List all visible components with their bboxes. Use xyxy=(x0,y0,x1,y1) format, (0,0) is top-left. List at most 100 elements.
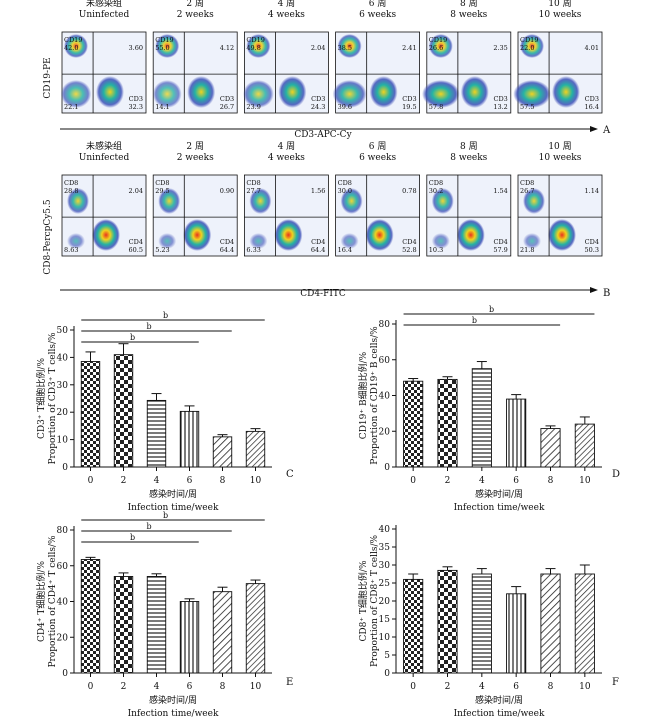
population-cd8 xyxy=(340,188,363,214)
bar-week-8 xyxy=(540,573,561,674)
y-tick-label: 80 xyxy=(57,526,69,536)
bar-week-0 xyxy=(403,380,424,468)
y-tick-label: 5 xyxy=(384,651,390,661)
x-tick-label: 0 xyxy=(410,682,416,692)
population-cd19 xyxy=(155,34,180,58)
significance-label: b xyxy=(147,522,152,531)
panel-b-xlabel: CD4-FITC xyxy=(300,289,346,299)
quadrant-lr-value: 26.7 xyxy=(220,103,234,111)
quadrant-ul-label: CD19 xyxy=(155,36,173,44)
population-double-negative xyxy=(513,80,551,108)
quadrant-ur-value: 2.04 xyxy=(129,187,143,195)
flow-header-cn: 2 周 xyxy=(186,0,204,9)
bar-week-2 xyxy=(113,354,134,468)
flow-header-cn: 6 周 xyxy=(369,0,387,9)
population-cd4 xyxy=(365,219,394,251)
y-tick-label: 0 xyxy=(62,669,68,679)
population-cd8 xyxy=(431,188,454,214)
quadrant-lr-label: CD3 xyxy=(402,95,416,103)
y-tick-label: 0 xyxy=(384,463,390,473)
y-axis-title-cn: CD19⁺ B细胞比例/% xyxy=(357,351,369,439)
bar-week-0 xyxy=(80,559,101,674)
x-tick-label: 6 xyxy=(513,682,519,692)
population-double-negative xyxy=(60,80,92,108)
y-tick-label: 40 xyxy=(379,392,391,402)
quadrant-lr-value: 64.4 xyxy=(311,246,325,254)
population-cd19 xyxy=(246,34,271,58)
flow-header-en: Uninfected xyxy=(79,153,130,163)
bar-week-10 xyxy=(245,430,266,468)
quadrant-ul-label: CD8 xyxy=(429,179,443,187)
quadrant-ur-value: 4.01 xyxy=(585,44,599,52)
quadrant-lr-value: 50.3 xyxy=(585,246,599,254)
panel-e-label: E xyxy=(286,677,293,688)
x-tick-label: 2 xyxy=(121,682,127,692)
flow-header-en: 6 weeks xyxy=(359,153,396,163)
quadrant-ll-value: 57.8 xyxy=(429,103,443,111)
quadrant-ul-label: CD19 xyxy=(64,36,82,44)
population-cd8 xyxy=(523,188,545,214)
quadrant-lr-value: 60.5 xyxy=(129,246,143,254)
panel-d-bar-chart: 0 20 40 60 80 0 2 4 6 8 10 b b CD19⁺ B细胞比例/% Proportio… xyxy=(357,305,602,513)
flow-header-cn: 10 周 xyxy=(548,141,571,152)
y-tick-label: 30 xyxy=(57,381,69,391)
flow-header-en: 10 weeks xyxy=(539,153,582,163)
quadrant-lr-label: CD4 xyxy=(220,238,234,246)
panel-b-label: B xyxy=(603,288,610,299)
quadrant-ul-value: 27.7 xyxy=(246,187,260,195)
y-tick-label: 40 xyxy=(57,598,69,608)
panel-a-xlabel: CD3-APC-Cy xyxy=(294,130,352,140)
population-cd19 xyxy=(428,34,453,58)
flow-header-en: 2 weeks xyxy=(177,153,214,163)
x-tick-label: 10 xyxy=(250,476,262,486)
quadrant-ul-value: 26.7 xyxy=(520,187,534,195)
y-axis-title-cn: CD3⁺ T细胞比例/% xyxy=(35,358,47,439)
quadrant-ll-value: 57.5 xyxy=(520,103,534,111)
quadrant-ul-label: CD8 xyxy=(246,179,260,187)
quadrant-ul-value: 28.8 xyxy=(64,187,78,195)
quadrant-ll-value: 21.8 xyxy=(520,246,534,254)
quadrant-ur-value: 1.14 xyxy=(585,187,599,195)
population-cd3 xyxy=(369,76,398,108)
significance-label: b xyxy=(147,322,152,331)
quadrant-lr-label: CD4 xyxy=(493,238,507,246)
bar-week-10 xyxy=(245,583,266,674)
panel-a-ylabel: CD19-PE xyxy=(43,57,53,98)
y-tick-label: 40 xyxy=(379,525,391,535)
panel-d-label: D xyxy=(612,469,620,480)
flow-header-en: Uninfected xyxy=(79,10,130,20)
quadrant-ll-value: 23.9 xyxy=(246,103,260,111)
x-tick-label: 0 xyxy=(410,476,416,486)
quadrant-ul-value: 30.0 xyxy=(338,187,352,195)
flow-header-en: 8 weeks xyxy=(450,153,487,163)
significance-label: b xyxy=(130,333,135,342)
population-cd19 xyxy=(520,34,544,58)
quadrant-ll-value: 39.6 xyxy=(338,103,352,111)
y-tick-label: 35 xyxy=(379,543,391,553)
y-tick-label: 0 xyxy=(62,463,68,473)
panel-e-bar-chart: 0 20 40 60 80 0 2 4 6 8 10 b b b CD4⁺ T细胞比例/% Proportio… xyxy=(35,511,272,719)
quadrant-ul-value: 29.5 xyxy=(155,187,169,195)
population-cd19 xyxy=(337,34,362,58)
quadrant-ll-value: 10.3 xyxy=(429,246,443,254)
quadrant-ul-label: CD8 xyxy=(64,179,78,187)
x-tick-label: 2 xyxy=(445,476,451,486)
x-tick-label: 8 xyxy=(220,476,226,486)
quadrant-lr-value: 57.9 xyxy=(493,246,507,254)
flow-header-cn: 未感染组 xyxy=(86,140,122,152)
significance-label: b xyxy=(472,316,477,325)
quadrant-lr-value: 32.3 xyxy=(129,103,143,111)
x-axis-title-en: Infection time/week xyxy=(128,709,219,719)
y-axis-title-en: Proportion of CD19⁺ B cells/% xyxy=(370,326,380,465)
population-double-negative xyxy=(523,233,541,249)
population-double-negative xyxy=(422,80,460,108)
population-cd8 xyxy=(67,188,89,214)
x-tick-label: 8 xyxy=(548,682,554,692)
flow-header-cn: 4 周 xyxy=(278,141,296,152)
y-tick-label: 60 xyxy=(379,356,391,366)
quadrant-ul-label: CD8 xyxy=(338,179,352,187)
panel-c-bar-chart: 0 10 20 30 40 50 0 2 4 6 8 10 b b b CD3⁺ T细胞比例/% Proport… xyxy=(35,311,272,513)
flow-header-cn: 2 周 xyxy=(186,141,204,152)
flow-header-cn: 未感染组 xyxy=(86,0,122,9)
